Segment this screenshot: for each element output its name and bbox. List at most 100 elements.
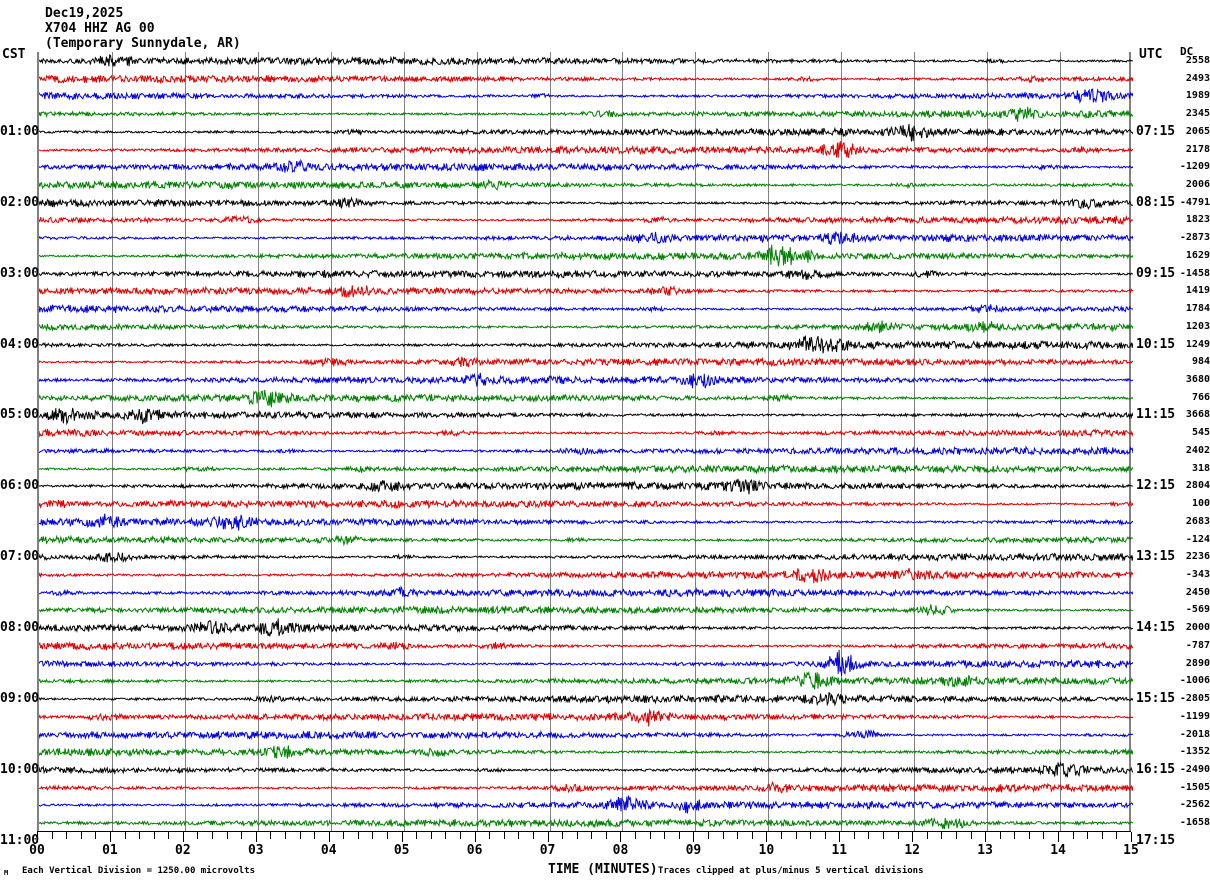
- seismic-trace: [39, 697, 1133, 737]
- x-tick-major: [182, 832, 184, 842]
- x-tick-major: [328, 832, 330, 842]
- x-tick-minor: [95, 832, 97, 839]
- hour-label-cst: 09:00: [0, 691, 40, 707]
- seismic-trace: [39, 679, 1133, 719]
- trace-dc-value: 3680: [1185, 373, 1210, 385]
- trace-dc-value: -2805: [1179, 693, 1210, 705]
- trace-dc-value: 1823: [1185, 214, 1210, 226]
- x-tick-label: 06: [466, 843, 483, 858]
- x-tick-minor: [226, 832, 228, 839]
- hour-label-utc: 11:15: [1136, 407, 1176, 423]
- x-tick-minor: [678, 832, 680, 839]
- hour-label-utc: 07:15: [1136, 123, 1176, 139]
- x-tick-minor: [737, 832, 739, 839]
- hour-label-utc: 15:15: [1136, 691, 1176, 707]
- trace-dc-value: -343: [1185, 568, 1210, 580]
- seismic-trace: [39, 520, 1133, 560]
- trace-dc-value: 2493: [1185, 72, 1210, 84]
- trace-dc-value: 1629: [1185, 249, 1210, 261]
- hour-label-utc: 08:15: [1136, 194, 1176, 210]
- x-tick-minor: [445, 832, 447, 839]
- vertical-division-note: Each Vertical Division = 1250.00 microvo…: [22, 866, 255, 876]
- trace-dc-value: 2890: [1185, 657, 1210, 669]
- gridline-minute-14: [1060, 52, 1062, 832]
- seismic-trace: [39, 573, 1133, 613]
- seismic-trace: [39, 218, 1133, 258]
- x-tick-minor: [1101, 832, 1103, 839]
- x-tick-minor: [489, 832, 491, 839]
- seismic-trace: [39, 537, 1133, 577]
- seismic-trace: [39, 785, 1133, 825]
- seismic-trace: [39, 325, 1133, 365]
- x-tick-major: [1131, 832, 1132, 842]
- trace-dc-value: 2000: [1185, 622, 1210, 634]
- x-tick-minor: [1043, 832, 1045, 839]
- x-tick-label: 09: [685, 843, 702, 858]
- x-tick-major: [547, 832, 549, 842]
- seismic-trace: [39, 289, 1133, 329]
- x-tick-minor: [576, 832, 578, 839]
- corner-mark: M: [4, 869, 9, 877]
- x-tick-major: [1058, 832, 1060, 842]
- helicorder-plot[interactable]: [37, 52, 1133, 832]
- x-tick-minor: [241, 832, 243, 839]
- x-tick-minor: [897, 832, 899, 839]
- x-tick-minor: [139, 832, 141, 839]
- x-tick-minor: [430, 832, 432, 839]
- x-tick-label: 07: [539, 843, 556, 858]
- trace-dc-value: 2345: [1185, 108, 1210, 120]
- seismic-trace: [39, 449, 1133, 489]
- x-tick-minor: [853, 832, 855, 839]
- seismic-trace: [39, 732, 1133, 772]
- trace-dc-value: 3668: [1185, 409, 1210, 421]
- x-tick-label: 14: [1050, 843, 1066, 858]
- hour-label-utc: 10:15: [1136, 336, 1176, 352]
- trace-dc-value: -1458: [1179, 267, 1210, 279]
- trace-dc-value: 318: [1191, 462, 1210, 474]
- trace-dc-value: 766: [1191, 391, 1210, 403]
- x-tick-minor: [664, 832, 666, 839]
- x-tick-label: 00: [29, 843, 45, 858]
- gridline-minute-06: [476, 52, 478, 832]
- x-tick-minor: [649, 832, 651, 839]
- gridline-minute-03: [257, 52, 259, 832]
- trace-dc-value: -2873: [1179, 232, 1210, 244]
- trace-dc-value: 1419: [1185, 285, 1210, 297]
- trace-dc-value: 1989: [1185, 90, 1210, 102]
- x-tick-minor: [51, 832, 53, 839]
- clipping-note: Traces clipped at plus/minus 5 vertical …: [658, 866, 924, 876]
- seismic-trace: [39, 59, 1133, 99]
- hour-label-cst: 01:00: [0, 123, 40, 139]
- x-tick-minor: [80, 832, 82, 839]
- x-tick-major: [37, 832, 38, 842]
- seismic-trace: [39, 715, 1133, 755]
- hour-label-cst: 08:00: [0, 620, 40, 636]
- trace-dc-value: 2683: [1185, 515, 1210, 527]
- seismic-trace: [39, 76, 1133, 116]
- trace-dc-value: -1006: [1179, 675, 1210, 687]
- trace-dc-value: -1199: [1179, 710, 1210, 722]
- x-tick-minor: [824, 832, 826, 839]
- x-tick-minor: [416, 832, 418, 839]
- gridline-minute-02: [184, 52, 186, 832]
- x-tick-minor: [1014, 832, 1016, 839]
- x-tick-major: [109, 832, 111, 842]
- gridline-minute-12: [914, 52, 916, 832]
- seismic-trace: [39, 94, 1133, 134]
- gridline-minute-07: [549, 52, 551, 832]
- right-timezone-label: UTC: [1139, 47, 1163, 62]
- x-tick-major: [693, 832, 695, 842]
- x-tick-minor: [868, 832, 870, 839]
- x-tick-minor: [460, 832, 461, 839]
- x-tick-minor: [605, 832, 607, 839]
- x-tick-label: 13: [977, 843, 993, 858]
- hour-label-utc: 09:15: [1136, 265, 1176, 281]
- gridline-minute-05: [403, 52, 405, 832]
- gridline-minute-08: [622, 52, 624, 832]
- gridline-minute-11: [841, 52, 843, 832]
- hour-label-utc: 12:15: [1136, 478, 1176, 494]
- trace-dc-value: 2065: [1185, 125, 1210, 137]
- trace-dc-value: 100: [1191, 498, 1210, 510]
- x-tick-major: [401, 832, 403, 842]
- x-tick-minor: [926, 832, 928, 839]
